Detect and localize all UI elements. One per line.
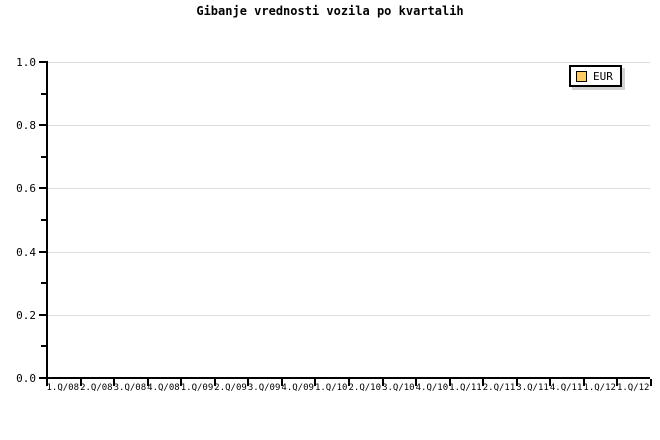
chart-legend[interactable]: EUR: [569, 65, 622, 87]
x-axis-tick: [80, 379, 82, 386]
y-axis-tick-minor: [41, 282, 46, 284]
x-axis-line: [46, 377, 650, 379]
x-axis-tick: [281, 379, 283, 386]
y-axis-tick-minor: [41, 93, 46, 95]
x-axis-tick-label: 3.Q/08: [113, 383, 147, 393]
chart-title: Gibanje vrednosti vozila po kvartalih: [196, 4, 464, 18]
x-axis-tick-label: 4.Q/11: [549, 383, 583, 393]
x-axis-tick-label: 2.Q/10: [348, 383, 382, 393]
y-axis-tick-major: [39, 124, 46, 126]
gridline: [46, 125, 650, 126]
y-axis-tick-major: [39, 314, 46, 316]
y-axis-tick-label: 0.8: [16, 119, 36, 132]
x-axis-tick: [583, 379, 585, 386]
x-axis-tick: [482, 379, 484, 386]
x-axis-tick-label: 1.Q/12: [616, 383, 650, 393]
y-axis-line: [46, 61, 48, 379]
x-axis-tick: [46, 379, 48, 386]
gridline: [46, 188, 650, 189]
plot-area: [46, 62, 650, 378]
y-axis-tick-label: 0.4: [16, 246, 36, 259]
x-axis-tick-label: 3.Q/11: [516, 383, 549, 393]
gridline: [46, 252, 650, 253]
x-axis-tick-label: 2.Q/11: [482, 383, 516, 393]
x-axis-tick: [549, 379, 551, 386]
y-axis-tick-major: [39, 187, 46, 189]
y-axis-tick-label: 0.6: [16, 182, 36, 195]
x-axis-tick: [415, 379, 417, 386]
x-axis-tick: [382, 379, 384, 386]
x-axis-tick: [616, 379, 618, 386]
y-axis-tick-minor: [41, 156, 46, 158]
x-axis-tick-label: 1.Q/11: [449, 383, 482, 393]
legend-swatch-eur: [576, 70, 587, 82]
x-axis-tick: [449, 379, 451, 386]
x-axis-tick: [214, 379, 216, 386]
x-axis-tick-label: 4.Q/10: [415, 383, 449, 393]
x-axis-tick-label: 2.Q/08: [80, 383, 113, 393]
x-axis-tick-label: 4.Q/09: [281, 383, 314, 393]
y-axis-tick-major: [39, 61, 46, 63]
y-axis-tick-minor: [41, 345, 46, 347]
y-axis-tick-minor: [41, 219, 46, 221]
legend-label-eur: EUR: [593, 69, 613, 83]
x-axis-tick: [147, 379, 149, 386]
x-axis-tick-label: 3.Q/10: [382, 383, 415, 393]
y-axis-tick-label: 1.0: [16, 56, 36, 69]
x-axis-tick: [180, 379, 182, 386]
x-axis-tick: [113, 379, 115, 386]
y-axis-tick-label: 0.0: [16, 372, 36, 385]
x-axis-tick: [348, 379, 350, 386]
x-axis-tick-label: 1.Q/12: [583, 383, 616, 393]
x-axis-tick: [650, 379, 652, 386]
y-axis-tick-label: 0.2: [16, 309, 36, 322]
x-axis-tick-label: 1.Q/10: [314, 383, 348, 393]
x-axis-tick-label: 1.Q/08: [46, 383, 80, 393]
y-axis-tick-major: [39, 251, 46, 253]
x-axis-tick: [516, 379, 518, 386]
x-axis-tick-label: 3.Q/09: [247, 383, 281, 393]
y-axis-tick-major: [39, 377, 46, 379]
x-axis-tick: [247, 379, 249, 386]
gridline: [46, 315, 650, 316]
x-axis-tick-label: 2.Q/09: [214, 383, 247, 393]
x-axis-tick: [314, 379, 316, 386]
x-axis-tick-label: 4.Q/08: [147, 383, 180, 393]
x-axis-tick-label: 1.Q/09: [180, 383, 214, 393]
gridline: [46, 62, 650, 63]
